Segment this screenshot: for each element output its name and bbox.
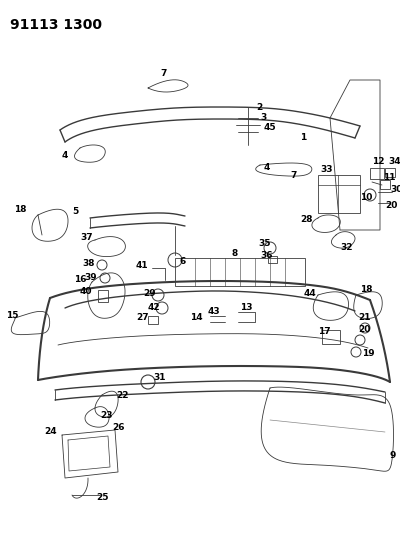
Text: 43: 43 xyxy=(208,308,221,317)
Text: 27: 27 xyxy=(136,313,149,322)
Text: 17: 17 xyxy=(318,327,331,336)
Text: 3: 3 xyxy=(260,114,266,123)
Text: 25: 25 xyxy=(96,492,108,502)
Text: 26: 26 xyxy=(112,424,124,432)
Text: 19: 19 xyxy=(362,350,375,359)
Text: 33: 33 xyxy=(320,166,332,174)
Text: 2: 2 xyxy=(256,103,262,112)
Bar xyxy=(98,290,108,302)
Text: 36: 36 xyxy=(260,252,272,261)
Bar xyxy=(268,256,277,263)
Text: 23: 23 xyxy=(100,410,112,419)
Text: 6: 6 xyxy=(180,257,186,266)
Text: 9: 9 xyxy=(390,450,396,459)
Text: 32: 32 xyxy=(340,244,352,253)
Text: 20: 20 xyxy=(358,326,370,335)
Text: 22: 22 xyxy=(116,391,128,400)
Text: 16: 16 xyxy=(74,276,86,285)
Text: 29: 29 xyxy=(143,288,156,297)
Text: 15: 15 xyxy=(6,311,18,319)
Text: 7: 7 xyxy=(290,171,296,180)
Text: 18: 18 xyxy=(360,286,372,295)
Text: 8: 8 xyxy=(232,248,238,257)
Text: 13: 13 xyxy=(240,303,252,312)
Bar xyxy=(175,258,305,286)
Text: 7: 7 xyxy=(160,69,166,78)
Text: 31: 31 xyxy=(153,374,166,383)
Bar xyxy=(322,330,340,344)
Text: 45: 45 xyxy=(264,124,277,133)
Bar xyxy=(318,175,360,213)
Text: 30: 30 xyxy=(390,185,400,195)
Bar xyxy=(380,180,390,189)
Text: 38: 38 xyxy=(82,260,94,269)
Text: 35: 35 xyxy=(258,238,270,247)
Text: 91113 1300: 91113 1300 xyxy=(10,18,102,32)
Text: 28: 28 xyxy=(300,215,312,224)
Text: 10: 10 xyxy=(360,193,372,203)
Text: 11: 11 xyxy=(383,174,396,182)
Text: 41: 41 xyxy=(136,261,149,270)
Text: 18: 18 xyxy=(14,206,26,214)
Bar xyxy=(370,168,384,179)
Text: 20: 20 xyxy=(385,200,397,209)
Text: 21: 21 xyxy=(358,313,370,322)
Bar xyxy=(385,168,395,177)
Text: 37: 37 xyxy=(80,232,93,241)
Text: 42: 42 xyxy=(148,303,161,312)
Text: 12: 12 xyxy=(372,157,384,166)
Text: 34: 34 xyxy=(388,157,400,166)
Text: 5: 5 xyxy=(72,207,78,216)
Text: 4: 4 xyxy=(62,151,68,160)
Text: 24: 24 xyxy=(44,427,57,437)
Text: 1: 1 xyxy=(300,133,306,142)
Text: 4: 4 xyxy=(264,164,270,173)
Text: 39: 39 xyxy=(84,273,97,282)
Text: 14: 14 xyxy=(190,313,203,322)
Bar xyxy=(148,316,158,324)
Text: 44: 44 xyxy=(304,288,317,297)
Text: 40: 40 xyxy=(80,287,92,296)
